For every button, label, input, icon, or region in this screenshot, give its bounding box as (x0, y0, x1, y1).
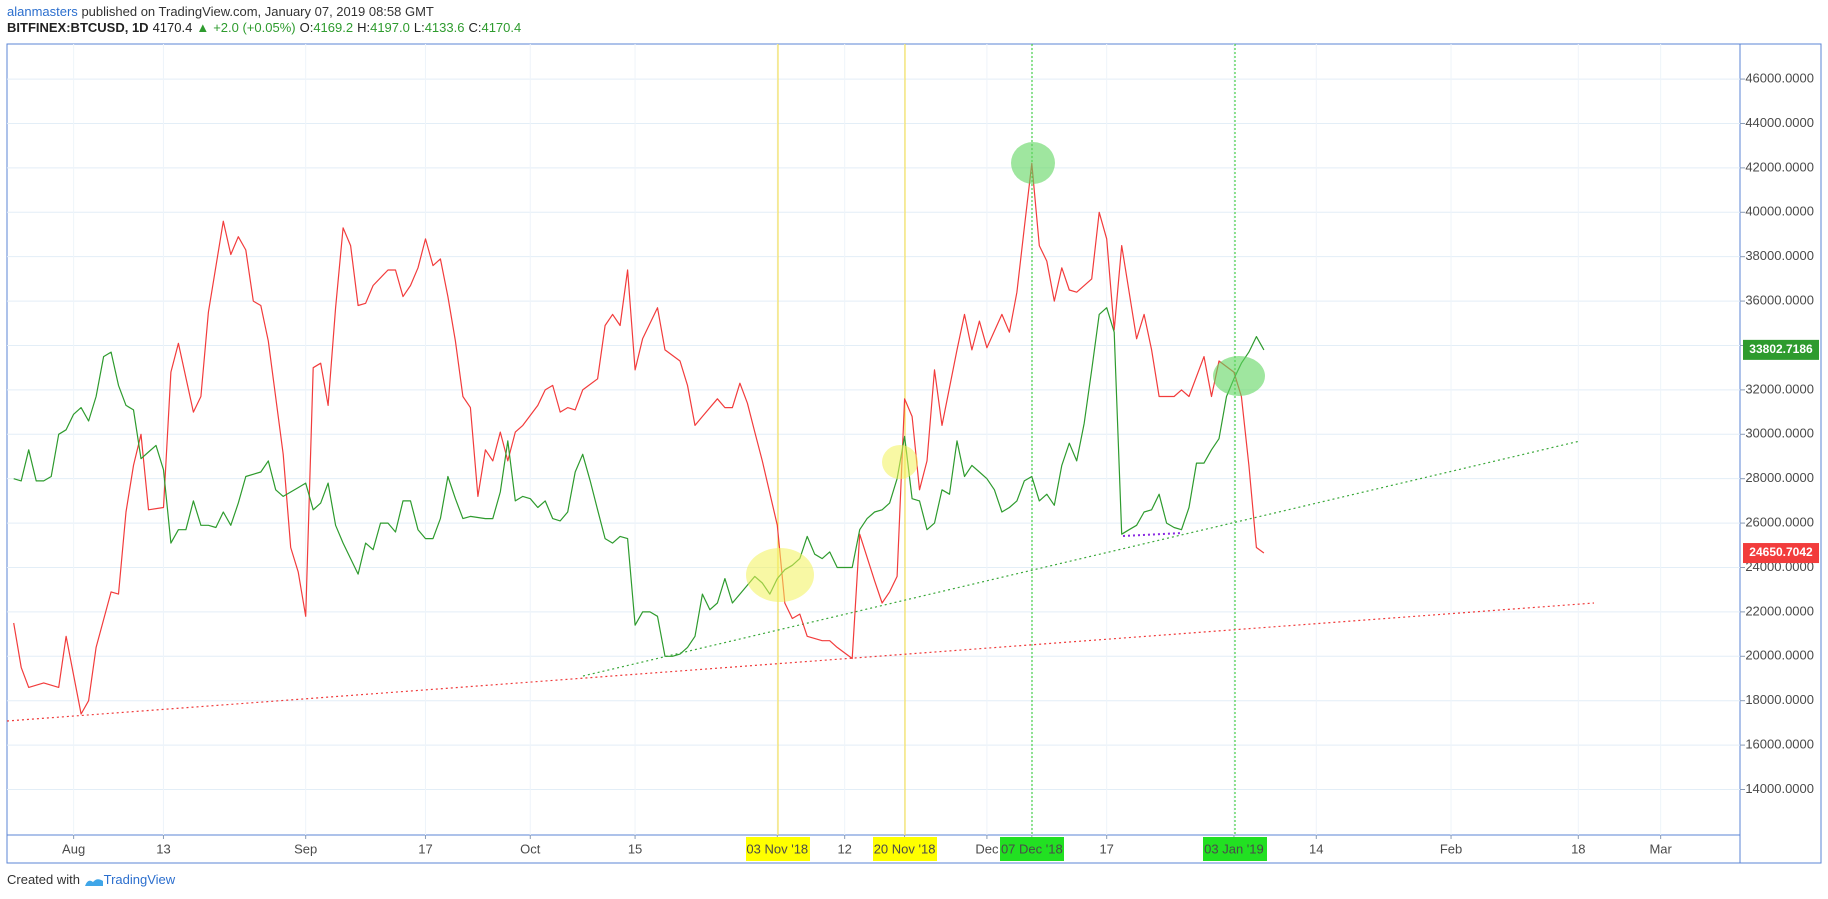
y-tick-label: 30000.0000 (1745, 426, 1814, 441)
y-tick-label: 22000.0000 (1745, 603, 1814, 618)
x-tick-label: 18 (1571, 841, 1585, 856)
y-tick-label: 40000.0000 (1745, 204, 1814, 219)
x-tick-label: 14 (1309, 841, 1323, 856)
footer: Created with TradingView (7, 872, 175, 887)
y-tick-label: 46000.0000 (1745, 71, 1814, 86)
brand[interactable]: TradingView (103, 872, 176, 887)
y-tick-label: 32000.0000 (1745, 381, 1814, 396)
logo-shape (84, 878, 103, 886)
y-tick-label: 28000.0000 (1745, 470, 1814, 485)
y-tick-label: 26000.0000 (1745, 515, 1814, 530)
x-tick-label: 20 Nov '18 (874, 841, 936, 856)
created-with: Created with (7, 872, 80, 887)
logo (84, 878, 103, 886)
drawings (6, 44, 1595, 861)
x-tick-label: Mar (1649, 841, 1672, 856)
ohlc-label: L: (413, 20, 425, 35)
ohlc-value: 4133.6 (424, 20, 465, 35)
publish-line: alanmasters published on TradingView.com… (7, 4, 434, 19)
ohlc-label: O: (299, 20, 314, 35)
last-price-label: 24650.7042 (1749, 545, 1813, 559)
last-price-box (1743, 339, 1819, 360)
ohlc-value: 4197.0 (370, 20, 410, 35)
x-tick-label: 03 Nov '18 (746, 841, 808, 856)
last-price-label: 33802.7186 (1749, 342, 1813, 356)
highlight-circle (1011, 142, 1055, 184)
symbol-line: BITFINEX:BTCUSD, 1D 4170.4 ▲ +2.0 (+0.05%) O… (7, 20, 521, 35)
x-tick-label: 07 Dec '18 (1001, 841, 1063, 856)
trend-line (582, 440, 1581, 677)
y-tick-label: 16000.0000 (1745, 737, 1814, 752)
ohlc-label: C: (468, 20, 482, 35)
trend-line (1122, 532, 1184, 537)
ohlc-label: H: (357, 20, 371, 35)
highlight-circle (882, 445, 918, 479)
published: published on TradingView.com, January 07… (81, 4, 434, 19)
drawings (746, 142, 1265, 602)
x-tick-label: Dec (975, 841, 999, 856)
date-highlight (746, 837, 810, 861)
trend-line (6, 602, 1595, 722)
symbol: BITFINEX:BTCUSD, 1D (7, 20, 149, 35)
change: +2.0 (+0.05%) (213, 20, 296, 35)
x-tick-label: 03 Jan '19 (1204, 841, 1264, 856)
highlight-circle (746, 548, 814, 602)
y-tick-label: 42000.0000 (1745, 159, 1814, 174)
y-tick-label: 36000.0000 (1745, 293, 1814, 308)
grid (7, 44, 1745, 839)
date-highlight (1000, 837, 1064, 861)
y-tick-label: 38000.0000 (1745, 248, 1814, 263)
x-tick-label: 15 (628, 841, 642, 856)
author[interactable]: alanmasters (7, 4, 78, 19)
x-tick-label: Aug (62, 841, 85, 856)
y-tick-label: 20000.0000 (1745, 648, 1814, 663)
ohlc-value: 4169.2 (313, 20, 354, 35)
date-highlight (873, 837, 937, 861)
chart: 14000.0000 16000.0000 18000.0000 20000.0000… (6, 43, 1822, 864)
x-tick-label: Feb (1440, 841, 1462, 856)
highlight-circle (1213, 356, 1265, 396)
price-line (13, 162, 1265, 715)
x-tick-label: 17 (1099, 841, 1113, 856)
change-arrow: ▲ (196, 20, 210, 35)
ohlc-value: 4170.4 (481, 20, 522, 35)
x-tick-label: 12 (837, 841, 851, 856)
last-price: 4170.4 (152, 20, 193, 35)
chart-frame (6, 43, 1822, 864)
x-tick-label: Oct (520, 841, 541, 856)
x-tick-label: Sep (294, 841, 317, 856)
last-price-box (1743, 543, 1819, 564)
plot (13, 162, 1265, 715)
y-tick-label: 18000.0000 (1745, 692, 1814, 707)
x-tick-label: 17 (418, 841, 432, 856)
y-tick-label: 44000.0000 (1745, 115, 1814, 130)
date-highlight (1203, 837, 1267, 861)
price-line (13, 307, 1265, 657)
x-tick-label: 13 (156, 841, 170, 856)
y-tick-label: 14000.0000 (1745, 781, 1814, 796)
